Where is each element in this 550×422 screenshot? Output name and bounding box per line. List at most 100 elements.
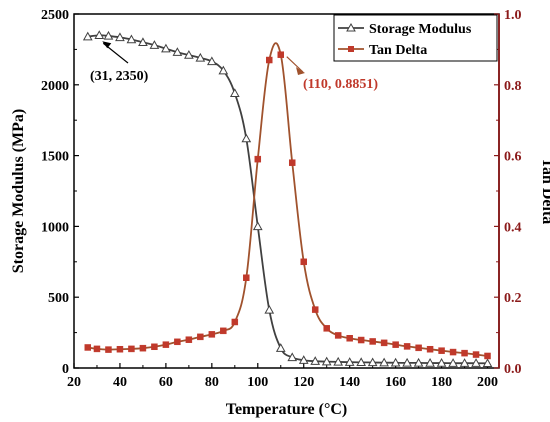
data-point bbox=[298, 355, 309, 364]
series-tan-delta bbox=[84, 42, 491, 360]
data-point bbox=[344, 357, 355, 366]
data-point bbox=[323, 325, 330, 332]
data-point bbox=[311, 306, 319, 313]
data-point bbox=[241, 133, 252, 143]
y-right-axis-title: Tan Delta bbox=[539, 158, 550, 225]
data-point bbox=[138, 37, 148, 47]
data-point bbox=[426, 345, 434, 353]
annotation-label: (110, 0.8851) bbox=[303, 77, 378, 92]
data-point bbox=[472, 351, 480, 358]
data-point bbox=[369, 338, 376, 345]
data-point bbox=[94, 30, 105, 39]
legend-marker bbox=[348, 46, 354, 52]
annotation-layer: (31, 2350) (110, 0.8851) bbox=[90, 41, 378, 92]
y-right-tick-label: 1.0 bbox=[504, 8, 522, 23]
data-point bbox=[252, 221, 263, 231]
data-point bbox=[300, 258, 307, 266]
x-tick-label: 140 bbox=[339, 375, 360, 390]
x-tick-label: 120 bbox=[293, 375, 314, 390]
data-point bbox=[197, 333, 204, 341]
legend-item: Storage Modulus bbox=[338, 22, 472, 37]
y-left-tick-label: 1500 bbox=[41, 150, 69, 165]
data-point bbox=[288, 159, 296, 166]
data-point bbox=[482, 358, 493, 368]
data-point bbox=[82, 31, 93, 41]
data-point bbox=[449, 348, 457, 356]
data-point bbox=[356, 357, 367, 367]
data-point bbox=[448, 358, 458, 367]
x-tick-label: 200 bbox=[477, 375, 498, 390]
data-point bbox=[321, 356, 332, 366]
y-left-tick-label: 2000 bbox=[41, 79, 69, 94]
x-tick-label: 160 bbox=[385, 375, 406, 390]
legend-label: Storage Modulus bbox=[369, 22, 472, 37]
data-point bbox=[128, 345, 135, 353]
data-point bbox=[172, 47, 183, 56]
data-point bbox=[392, 341, 399, 348]
data-point bbox=[254, 155, 262, 163]
data-point bbox=[264, 304, 275, 314]
annotation-label: (31, 2350) bbox=[90, 69, 149, 84]
data-point bbox=[459, 358, 470, 367]
data-point bbox=[220, 327, 227, 335]
data-point bbox=[461, 349, 468, 357]
legend-box bbox=[333, 14, 498, 62]
annotation-arrow bbox=[286, 56, 304, 73]
data-point bbox=[379, 357, 389, 367]
legend: Storage Modulus Tan Delta bbox=[333, 14, 498, 62]
data-point bbox=[277, 51, 285, 58]
data-point bbox=[151, 343, 158, 351]
data-point bbox=[471, 358, 481, 367]
data-point bbox=[149, 40, 160, 49]
legend-marker bbox=[346, 22, 356, 32]
data-point bbox=[438, 347, 445, 354]
data-point bbox=[266, 56, 273, 64]
data-point bbox=[84, 344, 92, 351]
data-point bbox=[195, 52, 206, 62]
data-point bbox=[275, 343, 286, 352]
data-point bbox=[390, 357, 401, 367]
data-point bbox=[184, 50, 194, 59]
data-point bbox=[105, 346, 112, 353]
y-right-tick-label: 0.2 bbox=[504, 291, 522, 306]
data-point bbox=[93, 345, 101, 353]
series-line bbox=[87, 34, 488, 365]
data-point bbox=[484, 352, 491, 360]
data-point bbox=[206, 56, 217, 66]
data-point bbox=[174, 338, 181, 346]
y-left-tick-label: 0 bbox=[62, 362, 69, 377]
annotation-arrowhead bbox=[102, 41, 112, 49]
data-point bbox=[346, 335, 353, 342]
data-point bbox=[403, 343, 411, 350]
data-point bbox=[231, 318, 239, 326]
x-axis-title: Temperature (°C) bbox=[226, 401, 347, 418]
x-tick-label: 40 bbox=[113, 375, 127, 390]
data-point bbox=[243, 274, 250, 281]
x-tick-label: 180 bbox=[431, 375, 452, 390]
data-point bbox=[333, 356, 344, 366]
series-layer bbox=[82, 30, 493, 368]
data-point bbox=[287, 352, 298, 362]
data-point bbox=[218, 65, 229, 75]
data-point bbox=[402, 357, 412, 367]
y-left-tick-label: 500 bbox=[48, 291, 69, 306]
y-left-tick-label: 1000 bbox=[41, 220, 69, 235]
series-storage-modulus bbox=[82, 30, 493, 368]
y-right-tick-label: 0.0 bbox=[504, 362, 522, 377]
data-point bbox=[380, 339, 388, 347]
data-point bbox=[185, 336, 193, 343]
x-tick-label: 80 bbox=[205, 375, 219, 390]
data-point bbox=[139, 344, 147, 352]
x-tick-label: 100 bbox=[247, 375, 268, 390]
series-line bbox=[87, 42, 488, 357]
x-tick-label: 60 bbox=[159, 375, 173, 390]
y-right-tick-label: 0.8 bbox=[504, 79, 522, 94]
data-point bbox=[357, 336, 365, 344]
data-point bbox=[229, 88, 240, 97]
data-point bbox=[162, 341, 170, 348]
y-right-tick-label: 0.4 bbox=[504, 220, 522, 235]
data-point bbox=[334, 332, 342, 339]
data-point bbox=[126, 34, 137, 44]
data-point bbox=[367, 357, 378, 367]
